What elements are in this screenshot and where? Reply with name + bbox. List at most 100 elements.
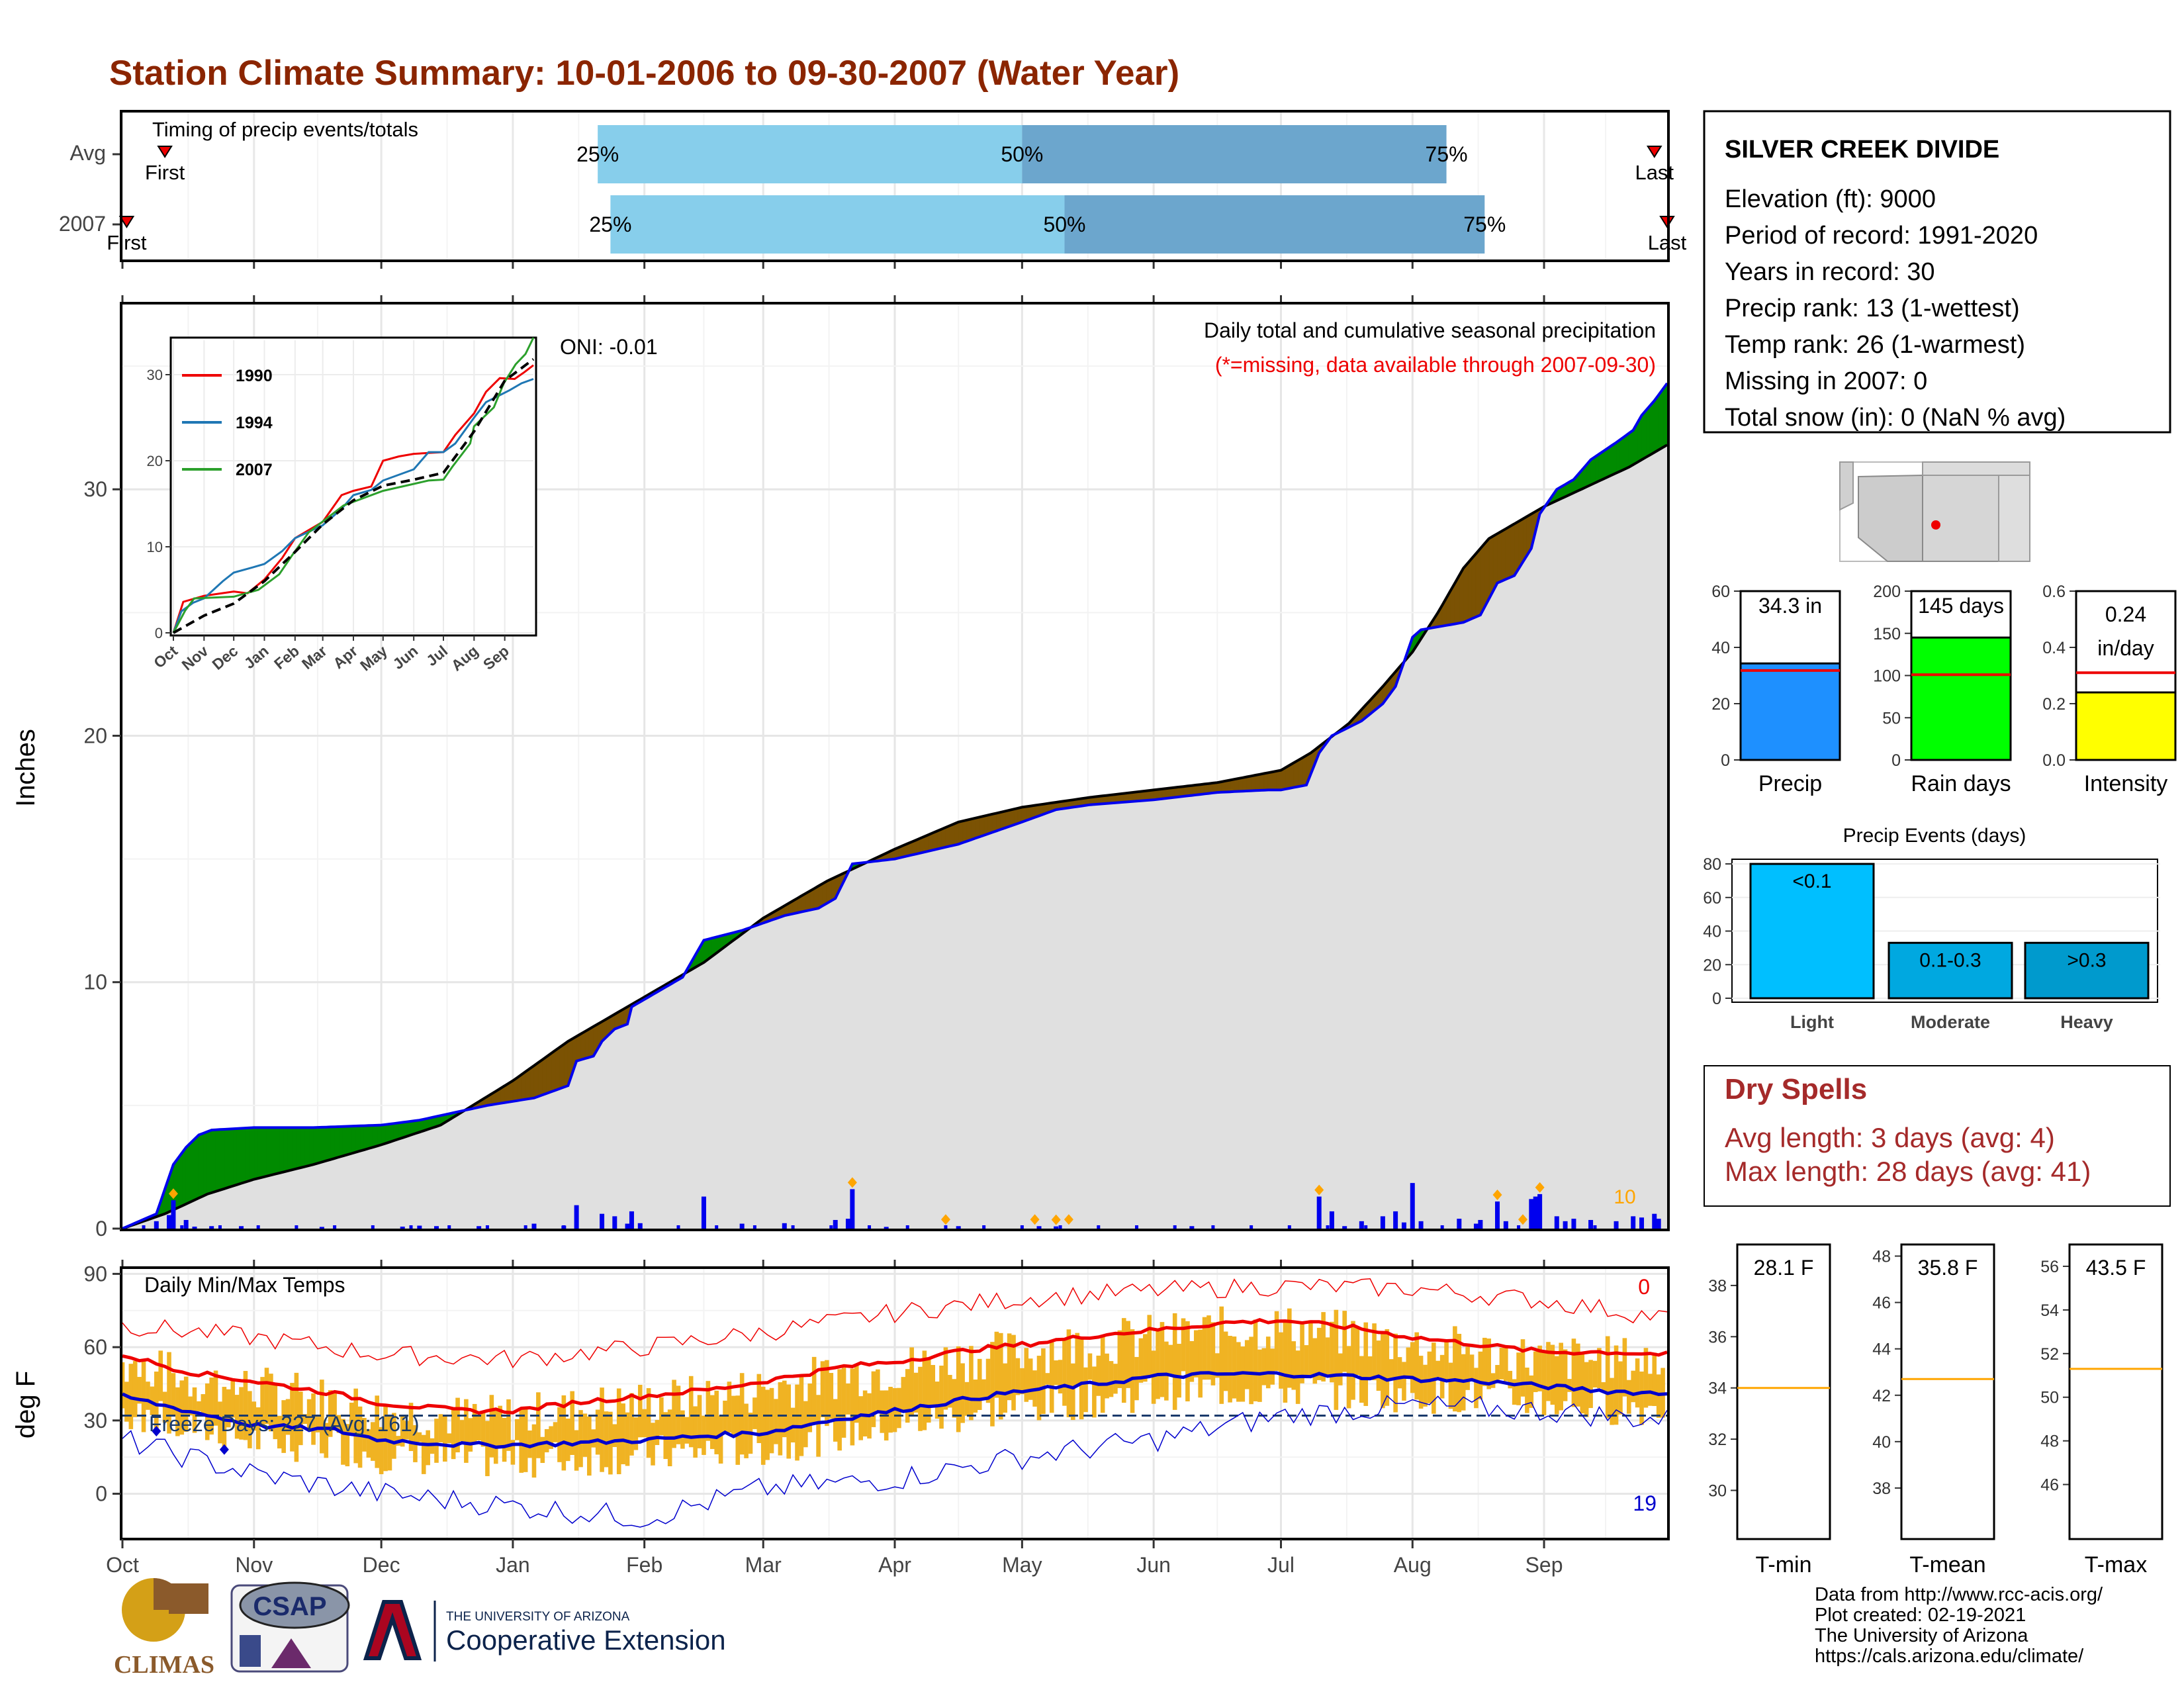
inset-legend: 1990 1994 2007 [182, 367, 273, 479]
below-average-area [936, 828, 942, 850]
daily-temp-bar [132, 1360, 138, 1417]
above-average-area [1598, 450, 1604, 482]
below-average-area [1238, 777, 1244, 792]
daily-temp-bar [1648, 1374, 1653, 1406]
ua-logo: THE UNIVERSITY OF ARIZONA Cooperative Ex… [363, 1600, 726, 1662]
daily-temp-bar [1546, 1342, 1551, 1401]
daily-temp-bar [285, 1399, 291, 1435]
daily-temp-bar [371, 1422, 375, 1461]
daily-temp-bar [477, 1415, 481, 1440]
daily-temp-bar [392, 1413, 396, 1459]
daily-temp-bar [1020, 1368, 1024, 1395]
timing-bar-50-75 [1064, 195, 1485, 254]
inset-ytick-label: 10 [147, 539, 163, 555]
temp-ytick-label: 30 [83, 1409, 107, 1432]
daily-temp-bar [1486, 1338, 1491, 1389]
timing-marker-label: First [145, 161, 185, 184]
daily-temp-bar [578, 1410, 583, 1468]
above-average-area [181, 1146, 187, 1207]
above-average-area [313, 1127, 318, 1165]
above-average-area [1662, 382, 1668, 448]
trace-precip-bar [1326, 1225, 1330, 1229]
daily-temp-bar [1592, 1360, 1598, 1388]
daily-temp-bar [1397, 1357, 1402, 1389]
below-average-area [979, 816, 985, 837]
daily-temp-bar [688, 1376, 694, 1448]
above-average-area [1612, 442, 1617, 476]
daily-precip-bar [629, 1211, 634, 1229]
daily-temp-bar [1105, 1353, 1109, 1399]
daily-temp-bar [379, 1427, 384, 1474]
daily-temp-bar [1381, 1331, 1385, 1409]
daily-temp-bar [871, 1371, 876, 1427]
daily-temp-bar [1164, 1341, 1169, 1401]
daily-temp-bar [1622, 1338, 1627, 1397]
below-average-area [966, 818, 972, 842]
trace-precip-bar [791, 1225, 795, 1229]
daily-temp-bar [239, 1387, 244, 1440]
daily-precip-bar [1533, 1196, 1538, 1229]
daily-temp-bar [1206, 1315, 1211, 1380]
trace-precip-bar [1173, 1225, 1177, 1229]
daily-temp-bar [430, 1438, 435, 1454]
above-average-area [1594, 453, 1600, 484]
above-average-area [1615, 438, 1621, 474]
daily-temp-bar [1474, 1368, 1479, 1409]
daily-precip-bar [183, 1219, 189, 1229]
summary-ytick-label: 60 [1711, 583, 1730, 601]
temp-ytick-label: 0 [95, 1482, 107, 1506]
max-daily-marker [847, 1177, 857, 1188]
below-average-area [1000, 810, 1006, 830]
daily-precip-bar [600, 1213, 605, 1229]
record-max-line [122, 1278, 1668, 1369]
daily-temp-bar [353, 1388, 358, 1464]
daily-precip-bar [1359, 1221, 1364, 1229]
daily-temp-bar [769, 1387, 774, 1454]
summary-temp-ytick-label: 56 [2040, 1258, 2059, 1276]
daily-precip-bar [1393, 1211, 1398, 1229]
trace-precip-bar [638, 1225, 642, 1229]
daily-temp-bar [1028, 1358, 1033, 1400]
above-average-area [224, 1129, 229, 1190]
daily-precip-bar [574, 1205, 579, 1229]
station-line-2: Period of record: 1991-2020 [1725, 222, 2038, 250]
daily-precip-bar [417, 1225, 422, 1229]
timing-marker-label: First [107, 231, 147, 254]
month-label: Aug [1394, 1553, 1432, 1577]
above-average-area [368, 1125, 373, 1149]
daily-precip-bar [171, 1200, 176, 1229]
below-average-area [542, 1056, 547, 1096]
max-daily-marker [1064, 1214, 1073, 1225]
daily-temp-bar [1478, 1351, 1483, 1400]
daily-temp-bar [1011, 1335, 1016, 1411]
max-daily-marker [1492, 1190, 1502, 1201]
daily-temp-bar [357, 1406, 363, 1468]
daily-temp-bar [1367, 1356, 1373, 1379]
daily-temp-bar [1635, 1358, 1640, 1408]
record-min-line [122, 1395, 1668, 1528]
above-average-area [300, 1127, 306, 1168]
above-average-area [1624, 432, 1629, 470]
daily-temp-bar [1300, 1323, 1304, 1383]
daily-temp-bar [876, 1369, 880, 1411]
trace-precip-bar [1479, 1225, 1482, 1229]
station-location-marker [1931, 520, 1940, 530]
daily-temp-bar [744, 1403, 749, 1458]
trace-precip-bar [142, 1225, 146, 1229]
daily-precip-bar [1563, 1221, 1568, 1229]
daily-temp-bar [1312, 1338, 1318, 1384]
trace-precip-bar [1402, 1225, 1406, 1229]
timing-bar-25-50 [610, 195, 1065, 254]
daily-temp-bar [616, 1388, 621, 1475]
daily-temp-bar [1066, 1329, 1071, 1417]
above-average-area [241, 1127, 246, 1184]
daily-temp-bar [956, 1346, 961, 1432]
trace-precip-bar [1287, 1225, 1291, 1229]
record-cold-marker [219, 1444, 229, 1455]
inset-ytick-label: 20 [147, 453, 163, 469]
above-average-area [347, 1125, 352, 1155]
daily-temp-bar [434, 1419, 439, 1463]
daily-temp-bar [1193, 1330, 1199, 1378]
daily-precip-bar [845, 1219, 850, 1229]
daily-temp-bar [905, 1369, 910, 1423]
